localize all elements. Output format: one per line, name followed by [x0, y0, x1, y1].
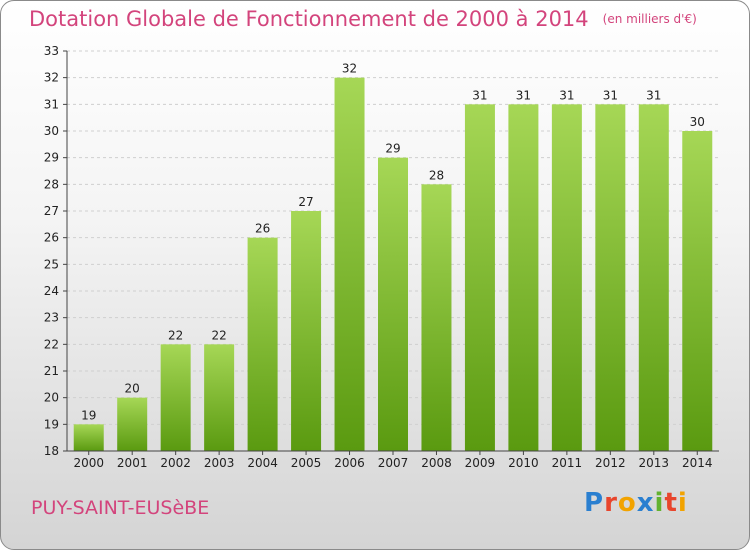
- y-tick-label: 33: [44, 44, 59, 58]
- bar: [378, 157, 408, 451]
- bar: [73, 424, 104, 451]
- bar-value-label: 31: [516, 88, 531, 102]
- y-tick-label: 25: [44, 257, 59, 271]
- x-tick-label: 2007: [378, 456, 409, 470]
- bar: [291, 211, 322, 451]
- bar-value-label: 28: [429, 168, 444, 182]
- x-tick-label: 2009: [465, 456, 496, 470]
- bar: [551, 104, 582, 451]
- bar-value-label: 20: [125, 382, 140, 396]
- x-tick-label: 2006: [334, 456, 365, 470]
- bars: 19 20 22 22 26 27 32 29 28 31 31 31 31 31 30: [73, 62, 713, 452]
- bar-value-label: 19: [81, 408, 96, 422]
- bar-value-label: 22: [168, 328, 183, 342]
- x-tick-label: 2014: [682, 456, 713, 470]
- y-axis: 18 19 20 21 22 23 24 25 26 27 28 29 30 31 32 33: [44, 44, 68, 458]
- y-tick-label: 19: [44, 417, 59, 431]
- bar-value-label: 29: [385, 142, 400, 156]
- bar: [638, 104, 669, 451]
- bar: [160, 344, 191, 451]
- y-tick-label: 24: [44, 284, 59, 298]
- bar: [247, 237, 278, 451]
- y-tick-label: 29: [44, 151, 59, 165]
- x-tick-label: 2002: [160, 456, 191, 470]
- chart-title: Dotation Globale de Fonctionnement de 20…: [29, 7, 697, 31]
- x-axis: 2000 2001 2002 2003 2004 2005 2006 2007 2008 2009…: [67, 450, 719, 470]
- title-text: Dotation Globale de Fonctionnement de 20…: [29, 7, 589, 31]
- bar: [508, 104, 539, 451]
- y-tick-label: 22: [44, 337, 59, 351]
- x-tick-label: 2005: [291, 456, 322, 470]
- bar: [464, 104, 495, 451]
- y-tick-label: 26: [44, 231, 59, 245]
- bar: [682, 131, 713, 451]
- bar: [595, 104, 626, 451]
- y-tick-label: 20: [44, 391, 59, 405]
- bar-value-label: 31: [603, 88, 618, 102]
- bar: [117, 397, 148, 451]
- y-tick-label: 18: [44, 444, 59, 458]
- bar-value-label: 22: [211, 328, 226, 342]
- bar: [204, 344, 235, 451]
- title-unit: (en milliers d'€): [602, 12, 697, 26]
- bar-value-label: 31: [646, 88, 661, 102]
- commune-name: PUY-SAINT-EUSèBE: [31, 497, 210, 519]
- y-tick-label: 27: [44, 204, 59, 218]
- bar-value-label: 30: [690, 115, 705, 129]
- bar-value-label: 26: [255, 222, 270, 236]
- y-tick-label: 21: [44, 364, 59, 378]
- bar-value-label: 31: [472, 88, 487, 102]
- x-tick-label: 2000: [73, 456, 104, 470]
- bar-value-label: 32: [342, 62, 357, 76]
- y-tick-label: 23: [44, 311, 59, 325]
- bar-value-label: 31: [559, 88, 574, 102]
- x-tick-label: 2003: [204, 456, 235, 470]
- y-tick-label: 28: [44, 177, 59, 191]
- x-tick-label: 2001: [117, 456, 148, 470]
- y-tick-label: 31: [44, 97, 59, 111]
- y-tick-label: 32: [44, 71, 59, 85]
- x-tick-label: 2011: [552, 456, 583, 470]
- x-tick-label: 2008: [421, 456, 452, 470]
- bar: [421, 184, 452, 452]
- x-tick-label: 2013: [639, 456, 670, 470]
- bar: [334, 77, 365, 452]
- x-tick-label: 2004: [247, 456, 278, 470]
- x-tick-label: 2010: [508, 456, 539, 470]
- proxiti-logo[interactable]: Proxiti: [584, 488, 688, 518]
- x-tick-label: 2012: [595, 456, 626, 470]
- bar-value-label: 27: [298, 195, 313, 209]
- y-tick-label: 30: [44, 124, 59, 138]
